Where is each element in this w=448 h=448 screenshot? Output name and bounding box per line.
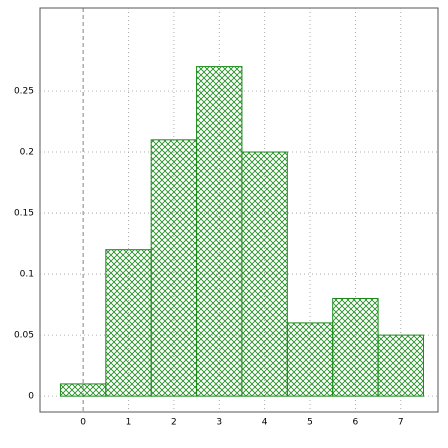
y-tick-label: 0.2: [20, 148, 34, 158]
y-tick-label: 0.1: [20, 270, 34, 280]
bar: [377, 334, 424, 397]
bar: [105, 249, 152, 397]
x-tick-label: 6: [353, 418, 359, 428]
bar: [332, 297, 379, 397]
y-tick-label: 0.15: [14, 209, 34, 219]
y-tick-label: 0: [28, 392, 34, 402]
bar: [150, 139, 198, 397]
x-tick-label: 4: [262, 418, 268, 428]
bar: [241, 151, 288, 397]
x-tick-label: 0: [80, 418, 86, 428]
x-tick-label: 7: [398, 418, 404, 428]
x-tick-label: 2: [171, 418, 177, 428]
y-tick-label: 0.25: [14, 86, 34, 96]
x-tick-label: 5: [307, 418, 313, 428]
plot-frame: [39, 7, 439, 413]
bar: [196, 66, 243, 397]
x-tick-label: 3: [216, 418, 222, 428]
bar: [286, 322, 334, 397]
y-tick-label: 0.05: [14, 331, 34, 341]
x-tick-label: 1: [126, 418, 132, 428]
bar: [59, 383, 107, 397]
